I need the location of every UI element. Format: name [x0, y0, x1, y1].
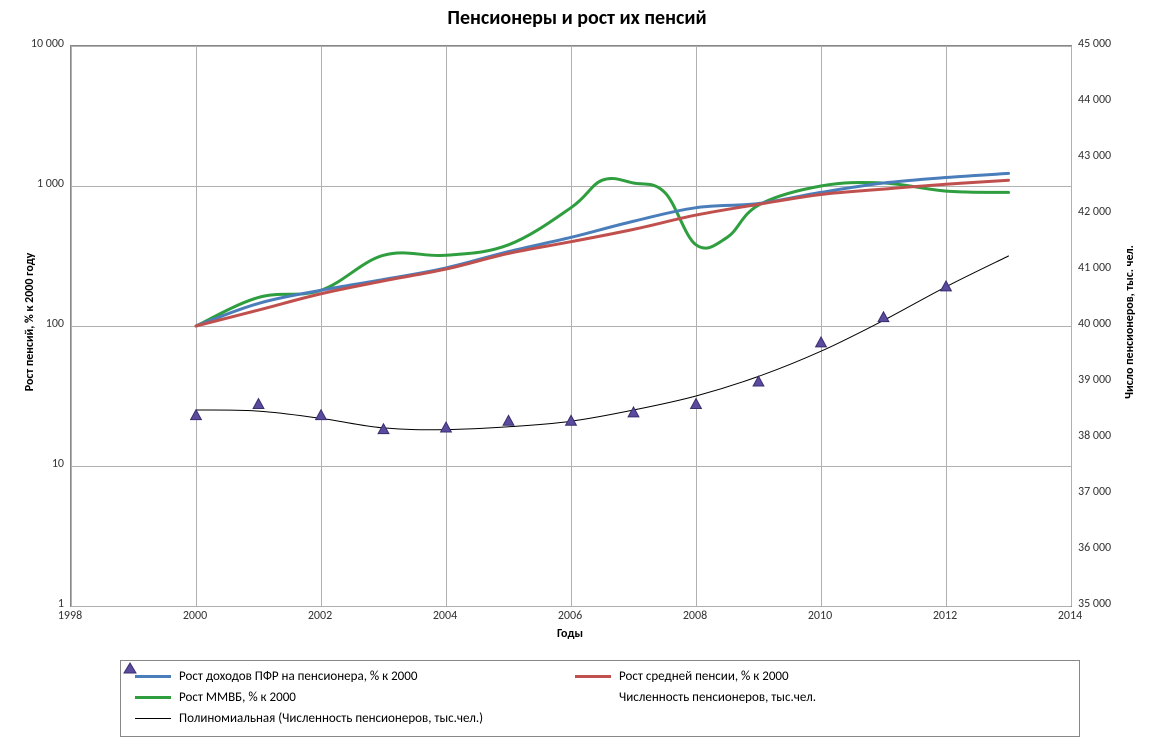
gridline-v	[1071, 46, 1072, 606]
marker-pensioners-points	[691, 399, 702, 409]
tick-label: 2002	[308, 609, 332, 623]
series-micex	[196, 178, 1009, 326]
legend-item: Рост ММВБ, % к 2000	[135, 690, 535, 705]
legend-label: Численность пенсионеров, тыс.чел.	[619, 690, 816, 705]
marker-pensioners-points	[316, 410, 327, 420]
tick-label: 38 000	[1078, 429, 1111, 443]
tick-label: 2014	[1058, 609, 1082, 623]
marker-pensioners-points	[441, 422, 452, 432]
tick-label: 2006	[558, 609, 582, 623]
marker-pensioners-points	[816, 337, 827, 347]
tick-label: 42 000	[1078, 205, 1111, 219]
legend-item: Рост доходов ПФР на пенсионера, % к 2000	[135, 669, 535, 684]
marker-pensioners-points	[503, 415, 514, 425]
marker-pensioners-points	[628, 407, 639, 417]
series-pfr-income	[196, 173, 1009, 326]
series-avg-pension	[196, 180, 1009, 326]
marker-pensioners-points	[878, 312, 889, 322]
plot-area	[70, 45, 1072, 607]
tick-label: 1 000	[37, 177, 64, 191]
series-pensioners-trend	[196, 256, 1009, 430]
marker-pensioners-points	[941, 281, 952, 291]
tick-label: 100	[46, 317, 64, 331]
legend-item: Рост средней пенсии, % к 2000	[575, 669, 975, 684]
tick-label: 39 000	[1078, 373, 1111, 387]
gridline-h	[71, 606, 1071, 607]
legend-item: Полиномиальная (Численность пенсионеров,…	[135, 711, 535, 726]
legend-swatch-line	[575, 675, 611, 678]
tick-label: 2012	[933, 609, 957, 623]
series-layer	[71, 46, 1071, 606]
legend-swatch-line	[135, 696, 171, 699]
tick-label: 44 000	[1078, 93, 1111, 107]
tick-label: 1998	[58, 609, 82, 623]
tick-label: 2008	[683, 609, 707, 623]
legend-swatch-line	[135, 675, 171, 678]
tick-label: 2004	[433, 609, 457, 623]
tick-label: 45 000	[1078, 37, 1111, 51]
tick-label: 2010	[808, 609, 832, 623]
tick-label: 41 000	[1078, 261, 1111, 275]
legend-label: Рост ММВБ, % к 2000	[179, 690, 296, 705]
legend: Рост доходов ПФР на пенсионера, % к 2000…	[120, 660, 1080, 737]
legend-swatch-line	[135, 718, 171, 719]
y-left-axis-label: Рост пенсий, % к 2000 году	[23, 142, 37, 502]
marker-pensioners-points	[191, 410, 202, 420]
tick-label: 2000	[183, 609, 207, 623]
legend-label: Рост доходов ПФР на пенсионера, % к 2000	[179, 669, 417, 684]
tick-label: 35 000	[1078, 597, 1111, 611]
tick-label: 40 000	[1078, 317, 1111, 331]
legend-item: Численность пенсионеров, тыс.чел.	[575, 690, 975, 705]
tick-label: 10	[52, 457, 64, 471]
legend-row: Рост ММВБ, % к 2000 Численность пенсионер…	[135, 690, 1065, 705]
legend-label: Полиномиальная (Численность пенсионеров,…	[179, 711, 483, 726]
legend-row: Рост доходов ПФР на пенсионера, % к 2000…	[135, 669, 1065, 684]
marker-pensioners-points	[253, 399, 264, 409]
tick-label: 36 000	[1078, 541, 1111, 555]
y-right-axis-label: Число пенсионеров, тыс. чел.	[1123, 142, 1137, 502]
chart-title: Пенсионеры и рост их пенсий	[0, 6, 1154, 30]
legend-label: Рост средней пенсии, % к 2000	[619, 669, 789, 684]
tick-label: 37 000	[1078, 485, 1111, 499]
tick-label: 43 000	[1078, 149, 1111, 163]
x-axis-label: Годы	[70, 627, 1070, 641]
legend-row: Полиномиальная (Численность пенсионеров,…	[135, 711, 1065, 726]
tick-label: 10 000	[31, 37, 64, 51]
